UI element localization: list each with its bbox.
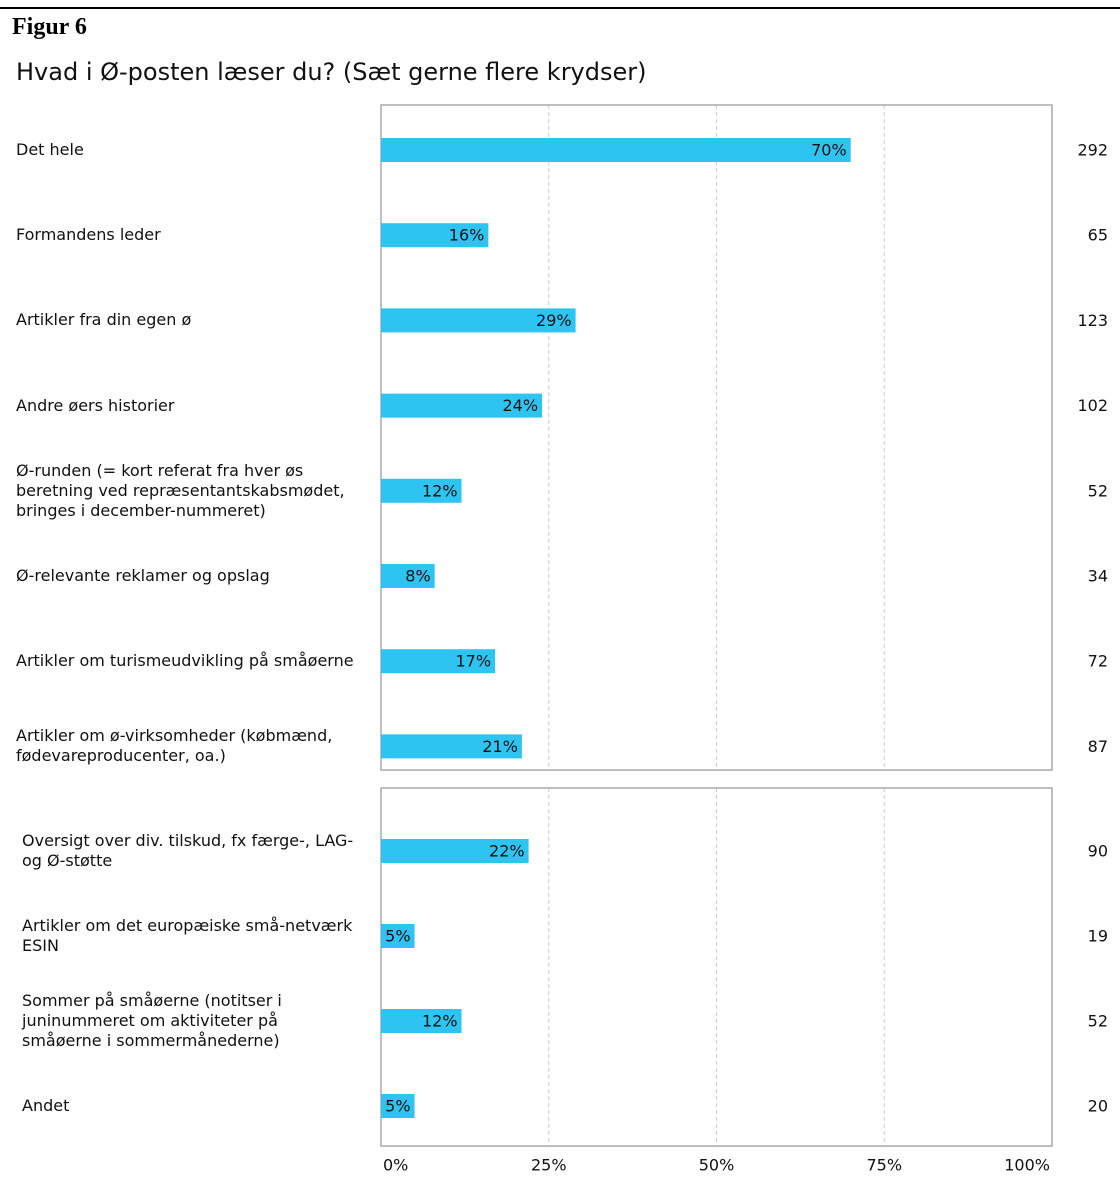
category-label: Andet [22,1096,70,1115]
count-label: 72 [1088,652,1108,671]
bar [381,1094,415,1118]
figure-label: Figur 6 [12,14,87,40]
bar [381,478,462,503]
x-tick-label: 75% [866,1156,902,1175]
bar [381,734,522,759]
bar [381,393,543,418]
x-tick-label: 100% [1004,1156,1050,1175]
chart-title: Hvad i Ø-posten læser du? (Sæt gerne fle… [16,58,647,86]
category-label: Artikler om turismeudvikling på småøerne [16,651,354,671]
category-label: Andre øers historier [16,395,175,415]
bar [381,223,489,248]
count-label: 90 [1088,842,1108,861]
category-label: Formandens leder [16,225,161,245]
bar [381,649,496,674]
value-label: 17% [456,652,492,671]
category-label: Oversigt over div. tilskud, fx færge-, L… [22,831,354,870]
count-label: 87 [1088,737,1108,756]
bar [381,138,851,162]
count-label: 52 [1088,1012,1108,1031]
x-tick-label: 25% [531,1156,567,1175]
bar [381,308,576,333]
value-label: 12% [422,481,458,500]
value-label: 5% [385,1097,410,1116]
count-label: 52 [1088,481,1108,500]
category-label: Det hele [16,140,84,159]
value-label: 5% [385,927,410,946]
count-label: 19 [1088,927,1108,946]
plot-frame [380,787,1053,1147]
value-label: 12% [422,1012,458,1031]
value-label: 24% [502,396,538,415]
value-label: 29% [536,311,572,330]
bar [381,924,415,948]
count-label: 34 [1088,567,1108,586]
count-label: 102 [1077,396,1108,415]
category-label: Artikler om det europæiske små-netværk E… [22,916,353,955]
value-label: 16% [449,226,485,245]
bar [381,839,529,863]
count-label: 292 [1077,141,1108,160]
plot-frame [380,104,1053,771]
value-label: 70% [811,141,847,160]
count-label: 123 [1077,311,1108,330]
count-label: 20 [1088,1097,1108,1116]
bar [381,1009,462,1033]
category-label: Sommer på småøerne (notitser i juninumme… [22,991,282,1050]
category-label: Ø-relevante reklamer og opslag [16,566,270,585]
category-label: Artikler fra din egen ø [16,310,192,330]
value-label: 22% [489,842,525,861]
category-label: Ø-runden (= kort referat fra hver øs ber… [16,460,345,520]
category-label: Artikler om ø-virksomheder (købmænd, fød… [16,726,333,766]
x-tick-label: 0% [383,1156,408,1175]
value-label: 21% [482,737,518,756]
count-label: 65 [1088,226,1108,245]
value-label: 8% [405,567,430,586]
bar [381,564,435,588]
x-tick-label: 50% [699,1156,735,1175]
